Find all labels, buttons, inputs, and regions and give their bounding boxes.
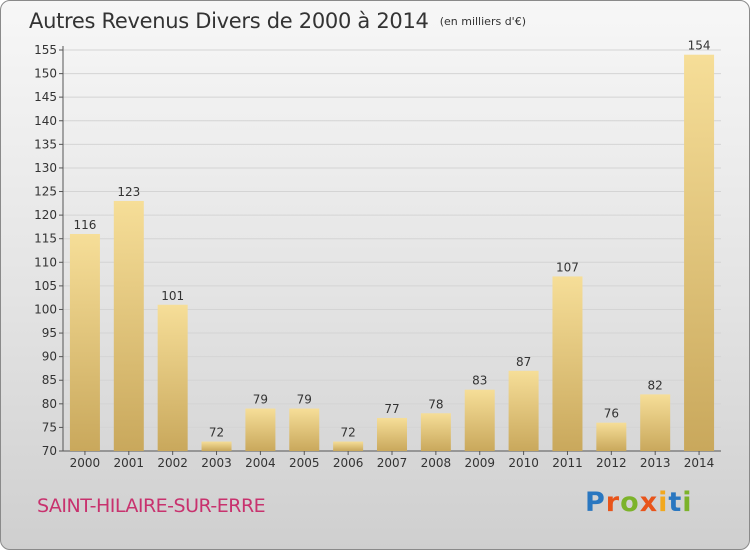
value-label: 87 [516, 355, 531, 369]
bar [508, 370, 539, 451]
x-tick-label: 2013 [640, 456, 671, 470]
x-tick-label: 2002 [157, 456, 188, 470]
y-tick-label: 105 [34, 279, 57, 293]
unit-label: (en milliers d'€) [439, 15, 526, 28]
bar [289, 408, 320, 451]
bar [640, 394, 671, 451]
bar [245, 408, 276, 451]
bar [596, 422, 627, 451]
y-tick-label: 90 [42, 350, 57, 364]
value-label: 83 [472, 374, 487, 388]
value-label: 116 [73, 218, 96, 232]
value-label: 82 [648, 378, 663, 392]
y-tick-label: 120 [34, 208, 57, 222]
y-tick-label: 150 [34, 67, 57, 81]
bar [464, 389, 495, 451]
value-label: 72 [340, 426, 355, 440]
bar [69, 233, 100, 451]
value-label: 76 [604, 407, 619, 421]
bar [333, 441, 364, 451]
value-label: 123 [117, 185, 140, 199]
bar [377, 417, 407, 451]
bar [157, 304, 188, 451]
y-tick-label: 80 [42, 397, 57, 411]
bar [552, 276, 583, 451]
chart-title: Autres Revenus Divers de 2000 à 2014 (en… [29, 9, 526, 33]
title-text: Autres Revenus Divers de 2000 à 2014 [29, 9, 429, 33]
y-tick-label: 110 [34, 255, 57, 269]
x-tick-label: 2003 [201, 456, 232, 470]
value-label: 72 [209, 426, 224, 440]
x-tick-label: 2004 [245, 456, 276, 470]
value-label: 77 [384, 402, 399, 416]
y-tick-label: 85 [42, 373, 57, 387]
y-tick-label: 155 [34, 43, 57, 57]
value-label: 79 [297, 393, 312, 407]
proxiti-logo: Proxiti [585, 487, 693, 518]
bar [684, 54, 715, 451]
value-label: 107 [556, 260, 579, 274]
labels: 70 75 80 85 90 95 100 105 110 115 120 125 130 135 140 1… [34, 39, 714, 470]
bars [69, 54, 715, 451]
bar [420, 413, 451, 451]
y-tick-label: 135 [34, 137, 57, 151]
value-label: 78 [428, 397, 443, 411]
x-tick-label: 2001 [114, 456, 145, 470]
y-tick-label: 75 [42, 420, 57, 434]
x-tick-label: 2008 [421, 456, 452, 470]
value-label: 79 [253, 393, 268, 407]
y-tick-label: 70 [42, 444, 57, 458]
y-tick-label: 125 [34, 185, 57, 199]
y-tick-label: 130 [34, 161, 57, 175]
x-tick-label: 2000 [70, 456, 101, 470]
x-tick-label: 2006 [333, 456, 364, 470]
x-tick-label: 2014 [684, 456, 715, 470]
x-tick-label: 2010 [508, 456, 539, 470]
value-label: 154 [688, 39, 711, 53]
x-tick-label: 2012 [596, 456, 627, 470]
bar [201, 441, 232, 451]
x-tick-label: 2011 [552, 456, 583, 470]
x-tick-label: 2005 [289, 456, 320, 470]
commune-name: SAINT-HILAIRE-SUR-ERRE [37, 495, 266, 517]
x-tick-label: 2007 [377, 456, 408, 470]
y-tick-label: 95 [42, 326, 57, 340]
bar [113, 200, 144, 451]
value-label: 101 [161, 289, 184, 303]
x-tick-label: 2009 [464, 456, 495, 470]
y-tick-label: 100 [34, 302, 57, 316]
y-tick-label: 140 [34, 114, 57, 128]
y-tick-label: 145 [34, 90, 57, 104]
y-tick-label: 115 [34, 232, 57, 246]
